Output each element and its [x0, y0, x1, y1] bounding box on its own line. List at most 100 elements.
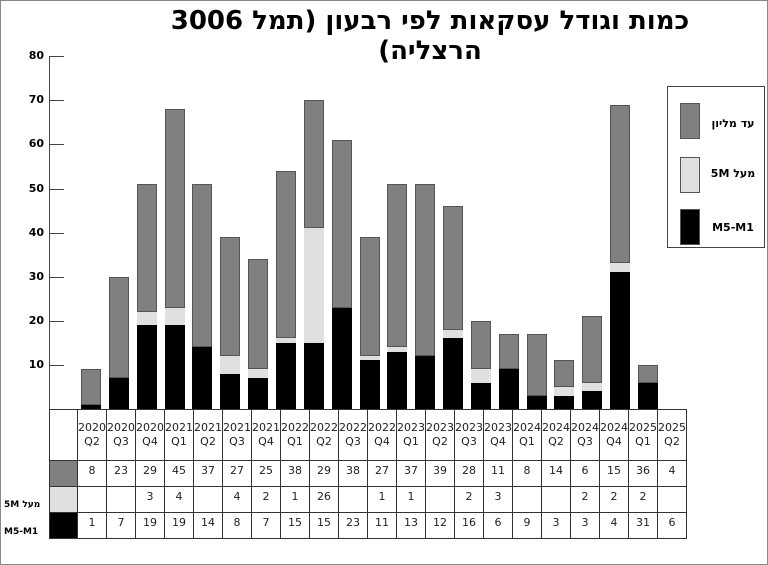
bar-segment-top	[303, 100, 324, 229]
table-cell: 37	[193, 460, 223, 487]
table-cell: 38	[280, 460, 310, 487]
legend: עד מליון מעל 5M M5-M1	[667, 86, 765, 248]
legend-label-up-to-million: עד מליון	[711, 117, 755, 130]
bar-segment-mid	[164, 307, 185, 326]
y-tick-label: 60	[28, 137, 44, 151]
table-cell: 1	[77, 512, 107, 539]
bar-segment-low	[108, 378, 129, 409]
bar-segment-low	[136, 325, 157, 409]
y-tick	[49, 364, 64, 366]
table-cell: 3	[541, 512, 571, 539]
table-row-swatch	[49, 486, 78, 513]
table-cell: 36	[628, 460, 658, 487]
bar-segment-top	[108, 276, 129, 379]
table-cell: 27	[367, 460, 397, 487]
y-tick	[49, 232, 64, 234]
row-label-m1-m5: M5-M1	[4, 527, 39, 537]
table-cell	[77, 486, 107, 513]
bar-segment-mid	[554, 386, 575, 396]
table-cell: 2	[251, 486, 281, 513]
table-cell: 7	[251, 512, 281, 539]
bar-segment-low	[582, 391, 603, 409]
table-cell: 6	[657, 512, 687, 539]
bar-segment-top	[415, 184, 436, 357]
table-corner	[49, 409, 78, 461]
table-cell: 25	[251, 460, 281, 487]
table-cell: 2	[599, 486, 629, 513]
bar-segment-mid	[470, 369, 491, 383]
table-cell: 27	[222, 460, 252, 487]
legend-label-m1-m5: M5-M1	[712, 221, 754, 234]
y-tick	[49, 276, 64, 278]
table-header-cell: 2020 Q3	[106, 409, 136, 461]
table-cell: 16	[454, 512, 484, 539]
bar-segment-top	[81, 369, 101, 405]
table-cell: 38	[338, 460, 368, 487]
table-cell: 15	[309, 512, 339, 539]
y-tick-label: 40	[28, 225, 44, 239]
table-cell: 29	[309, 460, 339, 487]
bar-segment-low	[554, 395, 575, 409]
table-cell: 4	[164, 486, 194, 513]
table-header-cell: 2024 Q2	[541, 409, 571, 461]
table-row-swatch	[49, 512, 78, 539]
table-cell: 6	[570, 460, 600, 487]
table-cell	[425, 486, 455, 513]
y-tick	[49, 320, 64, 322]
bar-segment-low	[331, 307, 352, 409]
bar-segment-low	[443, 338, 464, 409]
table-cell: 4	[599, 512, 629, 539]
table-cell: 9	[512, 512, 542, 539]
table-cell: 37	[396, 460, 426, 487]
table-cell: 45	[164, 460, 194, 487]
table-header-cell: 2023 Q2	[425, 409, 455, 461]
y-tick	[49, 100, 64, 102]
bar-segment-low	[303, 342, 324, 409]
table-header-cell: 2021 Q1	[164, 409, 194, 461]
y-tick-label: 30	[28, 269, 44, 283]
bar-segment-mid	[248, 369, 269, 379]
y-tick-label: 80	[28, 49, 44, 63]
bar-segment-mid	[220, 356, 241, 374]
chart-title: כמות וגודל עסקאות לפי רבעון (תמל 3006 הר…	[170, 6, 690, 66]
bar-segment-top	[443, 206, 464, 330]
table-header-cell: 2021 Q2	[193, 409, 223, 461]
bar-segment-low	[275, 342, 296, 409]
y-tick-label: 50	[28, 181, 44, 195]
table-header-cell: 2025 Q1	[628, 409, 658, 461]
table-row-swatch	[49, 460, 78, 487]
bar-segment-mid	[359, 356, 380, 361]
bar-segment-low	[638, 382, 658, 409]
y-tick	[49, 56, 64, 58]
table-row-up_to_million: 8 23 29 45 37 27 25 38 29 38 27 37 39 28 11 8 14 6 15 36 4	[49, 460, 687, 487]
table-cell: 15	[280, 512, 310, 539]
bar-segment-mid	[443, 329, 464, 339]
y-tick-label: 70	[28, 93, 44, 107]
table-cell	[657, 486, 687, 513]
legend-label-above-5m: מעל 5M	[710, 167, 756, 180]
table-header-cell: 2022 Q4	[367, 409, 397, 461]
bar-segment-mid	[582, 382, 603, 392]
table-cell: 8	[512, 460, 542, 487]
bar-segment-top	[387, 184, 408, 348]
table-header-cell: 2022 Q1	[280, 409, 310, 461]
y-tick-label: 10	[28, 357, 44, 371]
table-header-cell: 2022 Q2	[309, 409, 339, 461]
table-cell: 3	[135, 486, 165, 513]
bar-segment-low	[220, 373, 241, 409]
table-cell: 1	[396, 486, 426, 513]
table-header-cell: 2021 Q4	[251, 409, 281, 461]
table-cell: 2	[628, 486, 658, 513]
table-cell: 28	[454, 460, 484, 487]
bar-segment-top	[248, 259, 269, 370]
table-cell: 12	[425, 512, 455, 539]
table-cell: 6	[483, 512, 513, 539]
table-cell: 26	[309, 486, 339, 513]
y-axis	[49, 56, 50, 409]
legend-swatch-m1-m5	[680, 209, 700, 245]
table-cell: 11	[367, 512, 397, 539]
table-cell: 39	[425, 460, 455, 487]
table-header-cell: 2023 Q3	[454, 409, 484, 461]
row-label-above-5m: מעל 5M	[4, 500, 41, 510]
table-header-cell: 2020 Q2	[77, 409, 107, 461]
